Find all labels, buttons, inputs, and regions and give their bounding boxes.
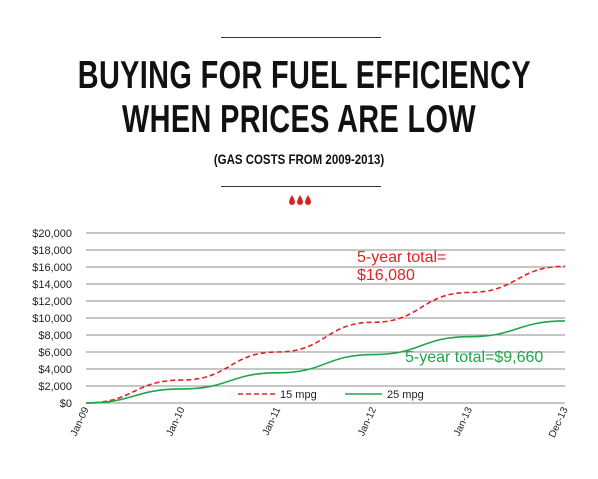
title-line-1: BUYING FOR FUEL EFFICIENCY xyxy=(77,54,531,97)
x-tick-label: Dec-13 xyxy=(547,405,571,439)
legend-label: 25 mpg xyxy=(387,389,424,401)
y-tick-label: $14,000 xyxy=(32,279,72,291)
x-axis-ticks: Jan-09 Jan-10 Jan-11 Jan-12 Jan-13 Dec-13 xyxy=(69,405,571,439)
page-title: BUYING FOR FUEL EFFICIENCY WHEN PRICES A… xyxy=(77,54,531,142)
y-tick-label: $4,000 xyxy=(38,364,72,376)
legend: 15 mpg 25 mpg xyxy=(238,389,424,401)
legend-label: 15 mpg xyxy=(280,389,317,401)
y-tick-label: $20,000 xyxy=(32,228,72,240)
y-tick-label: $8,000 xyxy=(38,330,72,342)
y-tick-label: $16,000 xyxy=(32,262,72,274)
x-tick-label: Jan-11 xyxy=(261,405,284,437)
bottom-divider xyxy=(221,186,381,187)
annotation-15mpg-line2: $16,080 xyxy=(357,267,415,284)
y-tick-label: $18,000 xyxy=(32,245,72,257)
annotation-25mpg: 5-year total=$9,660 xyxy=(405,349,544,366)
y-tick-label: $10,000 xyxy=(32,313,72,325)
y-tick-label: $6,000 xyxy=(38,347,72,359)
grid-lines xyxy=(86,232,565,404)
line-chart: $0 $2,000 $4,000 $6,000 $8,000 $10,000 $12,000… xyxy=(32,228,571,439)
droplet-icon xyxy=(305,195,311,205)
series-lines xyxy=(85,265,566,404)
droplet-icon xyxy=(289,195,295,205)
y-tick-label: $12,000 xyxy=(32,296,72,308)
x-tick-label: Jan-10 xyxy=(165,405,188,438)
x-tick-label: Jan-13 xyxy=(452,405,475,438)
y-tick-label: $0 xyxy=(60,398,72,410)
x-tick-label: Jan-09 xyxy=(69,405,92,438)
series-line xyxy=(85,265,566,404)
top-divider xyxy=(221,37,381,38)
y-tick-label: $2,000 xyxy=(38,381,72,393)
series-line xyxy=(85,320,566,404)
annotation-15mpg-line1: 5-year total= xyxy=(357,249,447,266)
x-tick-label: Jan-12 xyxy=(356,405,379,438)
subtitle: (GAS COSTS FROM 2009-2013) xyxy=(213,151,385,167)
drops-logo xyxy=(289,195,311,205)
droplet-icon xyxy=(297,195,303,205)
y-axis-ticks: $0 $2,000 $4,000 $6,000 $8,000 $10,000 $12,000… xyxy=(32,228,72,410)
title-line-2: WHEN PRICES ARE LOW xyxy=(122,98,476,141)
